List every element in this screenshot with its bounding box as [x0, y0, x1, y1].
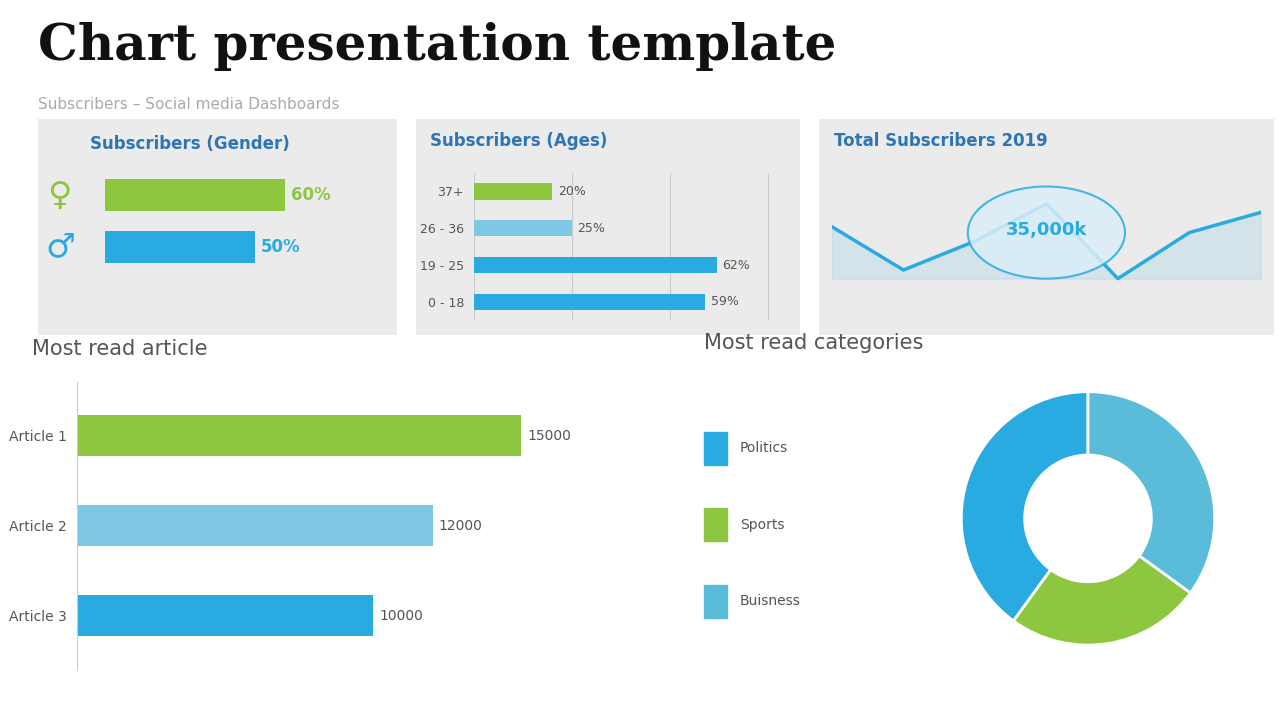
Text: 35,000k: 35,000k: [1006, 220, 1087, 239]
Wedge shape: [1014, 556, 1190, 645]
Text: ♂: ♂: [45, 230, 74, 264]
Text: Subscribers – Social media Dashboards: Subscribers – Social media Dashboards: [38, 97, 339, 112]
Text: Subscribers (Ages): Subscribers (Ages): [430, 132, 607, 150]
Text: Chart presentation template: Chart presentation template: [38, 22, 837, 71]
Text: 12000: 12000: [439, 518, 483, 533]
Bar: [474, 294, 705, 310]
Bar: [77, 415, 521, 456]
Text: 25%: 25%: [577, 222, 605, 235]
Bar: [474, 257, 717, 274]
Text: Most read article: Most read article: [32, 338, 207, 359]
Bar: [77, 595, 374, 636]
Bar: [704, 585, 727, 618]
Bar: [77, 505, 433, 546]
Bar: [105, 179, 285, 211]
Ellipse shape: [968, 186, 1125, 279]
Text: ♀: ♀: [47, 179, 72, 212]
Text: 59%: 59%: [710, 295, 739, 308]
Text: Total Subscribers 2019: Total Subscribers 2019: [835, 132, 1048, 150]
Wedge shape: [1088, 392, 1215, 593]
Bar: [474, 183, 552, 199]
Text: 15000: 15000: [527, 428, 571, 443]
Text: 60%: 60%: [292, 186, 330, 204]
Text: Most read categories: Most read categories: [704, 333, 923, 353]
Text: 10000: 10000: [379, 608, 422, 623]
Text: Subscribers (Gender): Subscribers (Gender): [90, 135, 289, 153]
Text: Buisness: Buisness: [740, 595, 801, 608]
Bar: [704, 432, 727, 464]
Text: 50%: 50%: [261, 238, 301, 256]
Bar: [105, 231, 255, 263]
Text: 62%: 62%: [722, 258, 750, 271]
Bar: [474, 220, 572, 236]
Text: Sports: Sports: [740, 518, 785, 532]
Bar: [704, 508, 727, 541]
Text: 20%: 20%: [558, 185, 586, 198]
Text: Politics: Politics: [740, 441, 788, 455]
Wedge shape: [961, 392, 1088, 621]
